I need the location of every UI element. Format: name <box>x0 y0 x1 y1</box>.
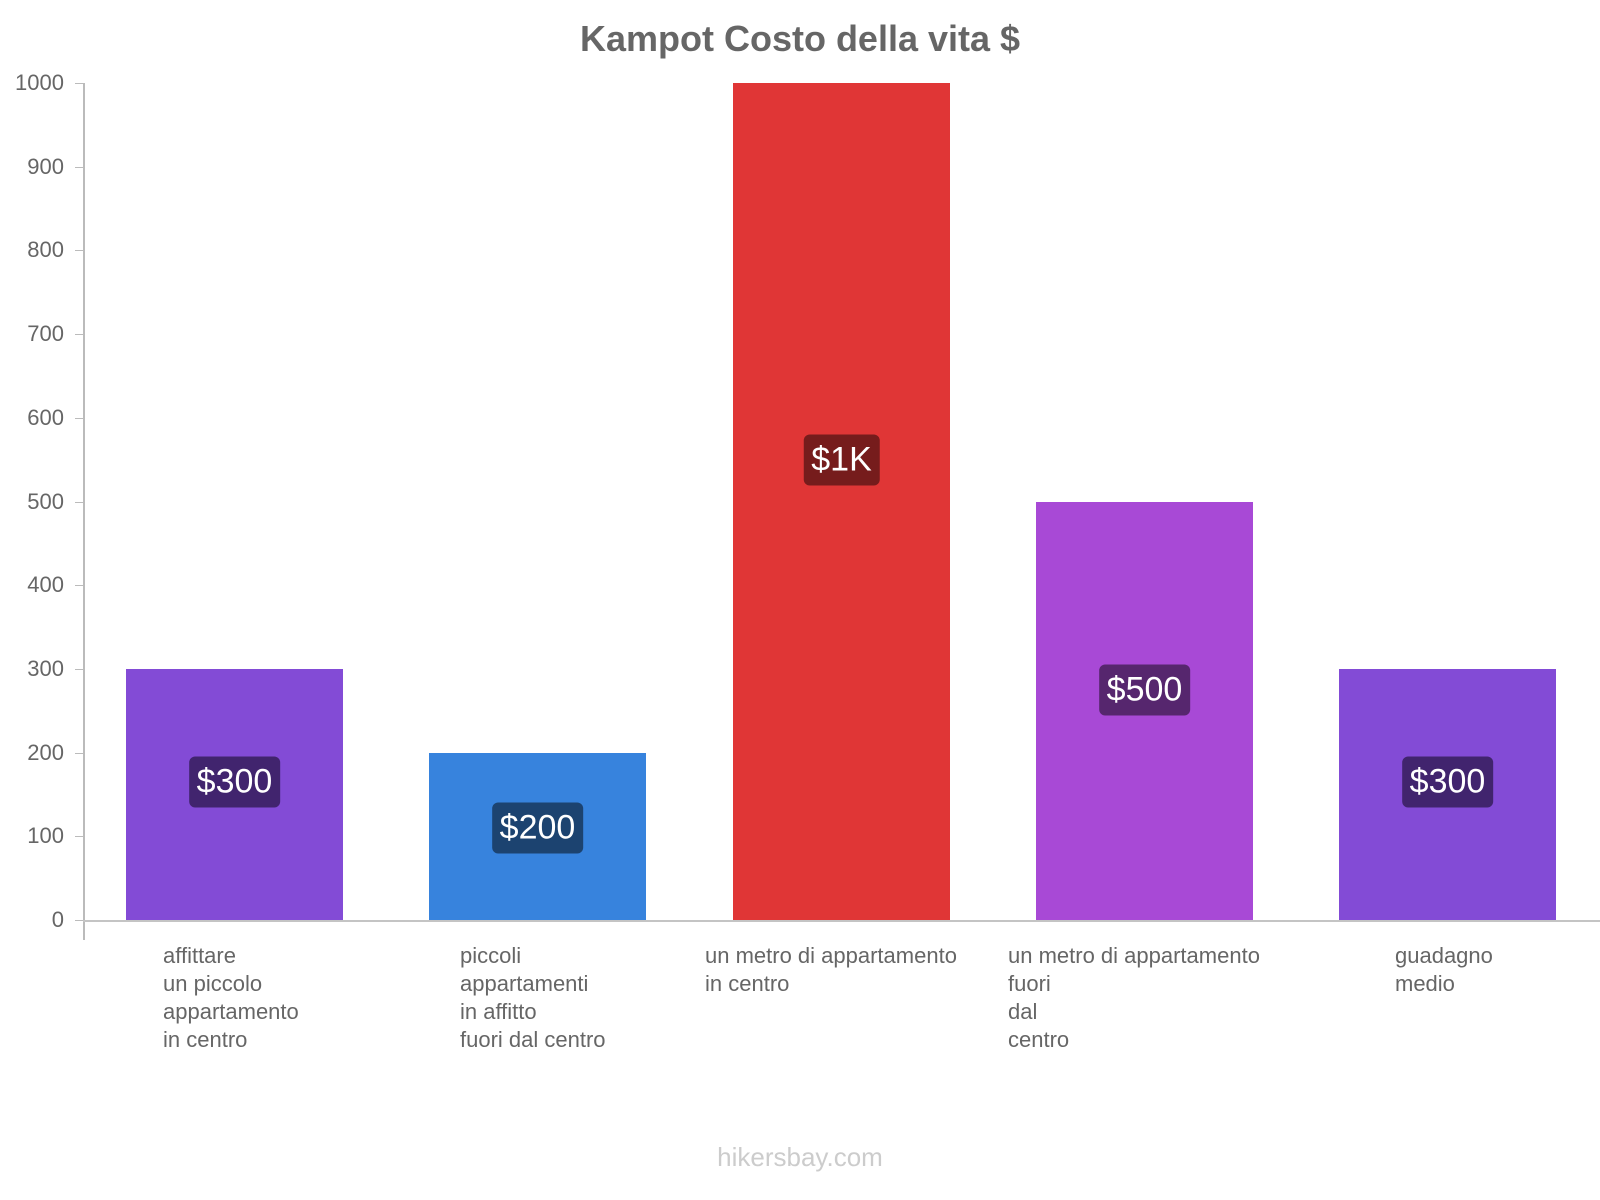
x-category-label-line: affittare <box>163 943 236 968</box>
y-tick-label: 100 <box>27 823 64 849</box>
bar-value-label: $500 <box>1098 664 1191 716</box>
y-tick-label: 600 <box>27 404 64 430</box>
bar-value-label: $1K <box>803 434 880 486</box>
y-tick-mark <box>75 752 84 754</box>
y-tick-label: 900 <box>27 153 64 179</box>
x-category-label-line: un piccolo <box>163 971 263 996</box>
y-tick-label: 800 <box>27 237 64 263</box>
x-category-label: guadagno medio <box>1395 942 1493 998</box>
y-tick-mark <box>75 417 84 419</box>
y-axis-line <box>83 83 85 940</box>
x-category-label-line: fuori dal centro <box>460 1027 606 1052</box>
y-tick-mark <box>75 585 84 587</box>
y-tick-label: 700 <box>27 321 64 347</box>
y-tick-mark <box>75 334 84 336</box>
x-category-label: piccoli appartamenti in affitto fuori dal c… <box>460 942 606 1054</box>
x-category-label: affittare un piccolo appartamento in centro <box>163 942 299 1054</box>
watermark: hikersbay.com <box>717 1142 883 1172</box>
x-category-label-line: in centro <box>705 971 790 996</box>
x-category-label-line: fuori <box>1008 971 1051 996</box>
y-tick-label: 400 <box>27 572 64 598</box>
y-tick-mark <box>75 83 84 84</box>
x-category-label-line: guadagno <box>1395 943 1493 968</box>
x-category-label-line: piccoli <box>460 943 522 968</box>
x-category-label-line: medio <box>1395 971 1455 996</box>
y-tick-mark <box>75 836 84 838</box>
x-category-label-line: in affitto <box>460 999 537 1024</box>
x-category-label-line: un metro di appartamento <box>1008 943 1260 968</box>
y-tick-mark <box>75 920 84 921</box>
x-axis-line <box>83 920 1600 922</box>
y-tick-mark <box>75 250 84 252</box>
chart-title: Kampot Costo della vita $ <box>579 18 1021 59</box>
bar-value-label: $300 <box>188 756 281 808</box>
x-category-label-line: dal <box>1008 999 1038 1024</box>
x-category-label: un metro di appartamento in centro <box>705 942 957 998</box>
y-tick-mark <box>75 501 84 503</box>
y-tick-label: 300 <box>27 655 64 681</box>
y-tick-mark <box>75 166 84 168</box>
bar-value-label: $200 <box>491 802 584 854</box>
x-category-label-line: in centro <box>163 1027 248 1052</box>
y-tick-label: 0 <box>51 907 64 932</box>
bar-value-label: $300 <box>1401 756 1494 808</box>
x-category-label-line: centro <box>1008 1027 1070 1052</box>
x-category-label-line: appartamento <box>163 999 299 1024</box>
x-category-label-line: un metro di appartamento <box>705 943 957 968</box>
y-tick-mark <box>75 668 84 670</box>
y-tick-label: 1000 <box>15 70 64 95</box>
x-category-label: un metro di appartamento fuori dal centro <box>1008 942 1260 1054</box>
y-tick-label: 500 <box>27 488 64 514</box>
x-category-label-line: appartamenti <box>460 971 589 996</box>
bar[interactable] <box>733 83 950 920</box>
y-tick-label: 200 <box>27 739 64 765</box>
